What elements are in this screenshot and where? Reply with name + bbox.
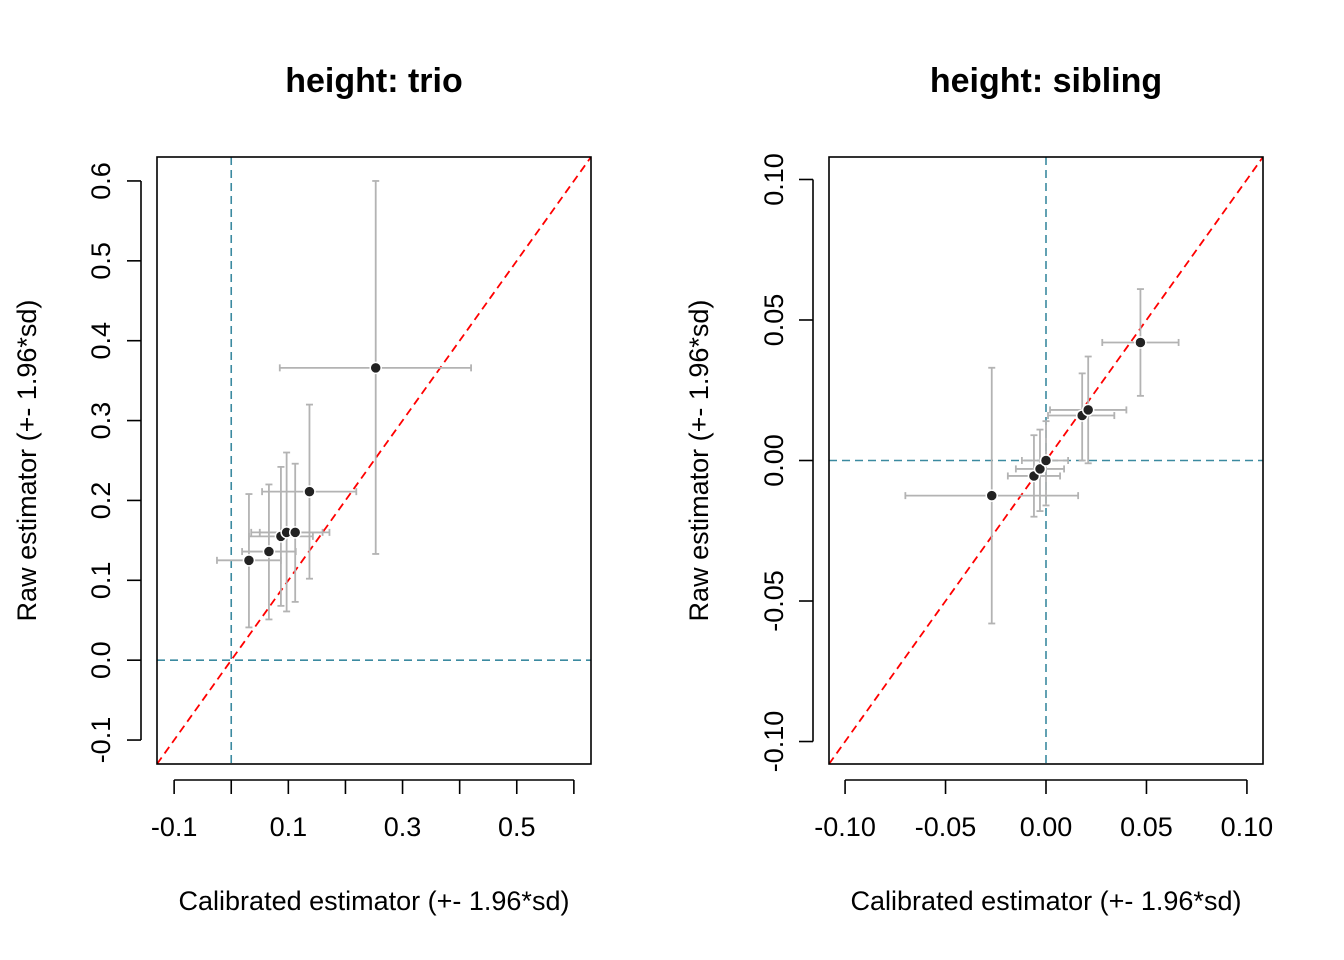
x-tick-label: 0.3 [384,812,422,842]
x-tick-label: 0.10 [1221,812,1274,842]
y-tick-label: 0.6 [86,162,116,200]
x-axis: -0.10 -0.05 0.00 0.05 0.10 [814,779,1274,842]
x-axis-title: Calibrated estimator (+- 1.96*sd) [851,886,1242,916]
data-point-5 [303,485,316,498]
data-point-6 [1134,336,1147,349]
y-tick-label: 0.00 [759,434,789,487]
plot-frame [828,156,1264,765]
identity-line [157,157,591,764]
x-axis-title: Calibrated estimator (+- 1.96*sd) [179,886,570,916]
y-tick-label: 0.2 [86,482,116,520]
y-tick-label: -0.05 [759,570,789,632]
x-tick-label: 0.1 [270,812,308,842]
y-tick-label: 0.1 [86,562,116,600]
data-point-0 [242,554,256,567]
data-point-5 [1081,403,1095,417]
x-tick-label: -0.05 [915,812,977,842]
y-axis-title: Raw estimator (+- 1.96*sd) [12,300,42,622]
y-tick-label: 0.5 [86,242,116,280]
identity-line [829,157,1263,764]
x-tick-label: 0.05 [1120,812,1173,842]
plot-frame [156,156,592,765]
y-tick-label: -0.1 [86,717,116,764]
panel-sibling: height: sibling Calibrated estimator (+- … [684,62,1273,916]
data-point-2 [1033,462,1047,476]
y-tick-label: 0.0 [86,641,116,679]
x-tick-label: 0.00 [1020,812,1073,842]
y-tick-label: 0.05 [759,294,789,347]
x-tick-label: 0.5 [498,812,536,842]
panel-trio: height: trio Calibrated estimator (+- 1.9… [12,62,592,916]
y-tick-label: -0.10 [759,711,789,773]
x-tick-label: -0.10 [814,812,876,842]
y-tick-label: 0.10 [759,153,789,206]
data-point-4 [288,526,302,539]
y-axis-title: Raw estimator (+- 1.96*sd) [684,300,714,622]
data-point-6 [369,361,382,375]
chart-title: height: trio [285,62,463,100]
y-axis: -0.1 0.0 0.1 0.2 0.3 0.4 0.5 0.6 [86,162,142,764]
data-point-1 [262,545,276,558]
data-point-0 [985,489,998,502]
plot-area [157,157,591,764]
chart-title: height: sibling [930,62,1162,100]
y-axis: -0.10 -0.05 0.00 0.05 0.10 [759,153,814,773]
y-tick-label: 0.4 [86,322,116,360]
y-tick-label: 0.3 [86,402,116,440]
x-tick-label: -0.1 [151,812,198,842]
data-point-3 [1039,454,1053,467]
x-axis: -0.1 0.1 0.3 0.5 [151,779,575,842]
